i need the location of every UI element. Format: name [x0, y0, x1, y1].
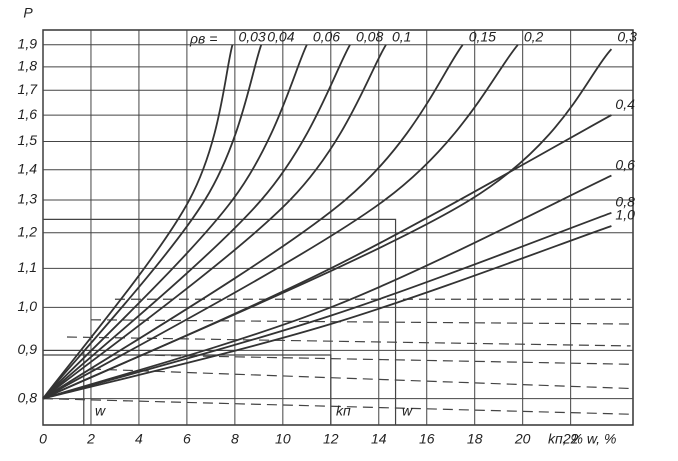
rho-label: ρв = — [189, 31, 217, 47]
series-label: 0,03 — [238, 29, 265, 45]
y-tick-label: 1,5 — [18, 132, 38, 148]
y-tick-label: 1,8 — [18, 58, 38, 74]
dashed-line — [90, 319, 631, 325]
y-tick-label: 1,6 — [18, 106, 38, 122]
x-tick-label: 12 — [323, 431, 339, 447]
series-label: 0,04 — [267, 29, 294, 45]
plot-frame — [42, 29, 634, 426]
curve — [42, 44, 308, 400]
annotation: w — [95, 403, 106, 419]
curve — [42, 44, 387, 400]
curve — [42, 44, 464, 400]
annotation: kп — [336, 403, 351, 419]
x-tick-label: 6 — [183, 431, 191, 447]
curve — [42, 174, 612, 400]
curve — [42, 211, 612, 400]
x-tick-label: 20 — [514, 431, 531, 447]
x-tick-label: 18 — [467, 431, 483, 447]
y-tick-label: 1,3 — [18, 191, 38, 207]
x-tick-label: 8 — [231, 431, 239, 447]
x-tick-label: 10 — [275, 431, 291, 447]
series-label: 0,06 — [313, 29, 340, 45]
curve — [42, 44, 351, 400]
dashed-line — [90, 368, 631, 390]
x-tick-label: 2 — [86, 431, 95, 447]
series-label: 0,15 — [469, 29, 496, 45]
series-label: 0,08 — [356, 29, 383, 45]
y-axis-label: P — [23, 5, 33, 21]
guide-line — [43, 218, 397, 425]
curve — [42, 114, 612, 400]
curve — [42, 44, 519, 400]
y-tick-label: 1,1 — [18, 259, 37, 275]
dashed-line — [138, 354, 631, 365]
series-label: 0,3 — [617, 29, 637, 45]
series-label: 0,4 — [615, 96, 635, 112]
series-label: 0,8 — [615, 194, 635, 210]
dashed-line — [66, 336, 631, 347]
x-tick-label: 14 — [371, 431, 387, 447]
y-tick-label: 1,0 — [18, 298, 38, 314]
curve — [42, 44, 263, 400]
series-label: 0,2 — [524, 29, 544, 45]
x-tick-label: 4 — [135, 431, 143, 447]
y-tick-label: 1,2 — [18, 223, 38, 239]
curve — [42, 44, 234, 400]
y-tick-label: 1,7 — [18, 81, 39, 97]
dashed-line — [42, 398, 631, 415]
x-axis-label: kп, % w, % — [548, 431, 616, 447]
x-tick-label: 22 — [562, 431, 579, 447]
curve — [42, 225, 612, 400]
y-tick-label: 0,9 — [18, 341, 38, 357]
series-label: 0,6 — [615, 156, 635, 172]
x-tick-label: 0 — [39, 431, 47, 447]
guide-line — [43, 354, 332, 425]
x-tick-label: 16 — [419, 431, 435, 447]
y-tick-label: 1,9 — [18, 36, 38, 52]
y-tick-label: 0,8 — [18, 389, 38, 405]
annotation: w — [402, 403, 413, 419]
y-tick-label: 1,4 — [18, 160, 38, 176]
series-label: 0,1 — [392, 29, 411, 45]
series-label: 1,0 — [615, 207, 635, 223]
